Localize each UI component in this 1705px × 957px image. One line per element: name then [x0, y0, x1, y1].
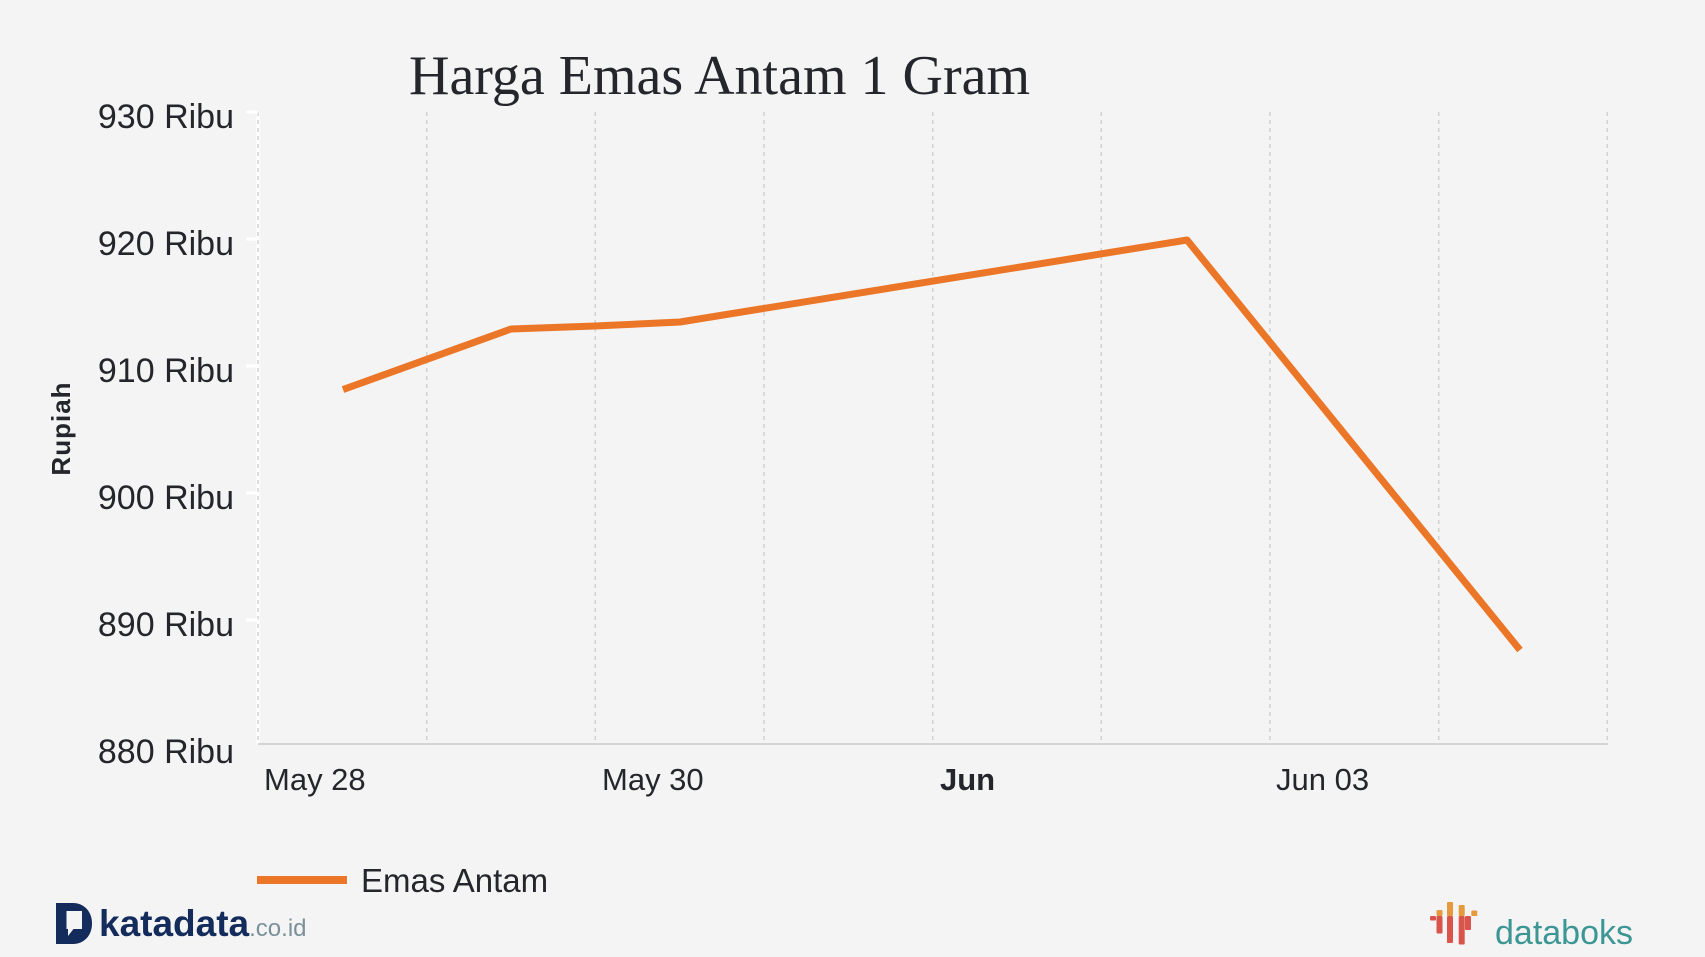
svg-text:katadata.co.id: katadata.co.id	[99, 903, 307, 944]
svg-text:databoks: databoks	[1495, 914, 1633, 952]
